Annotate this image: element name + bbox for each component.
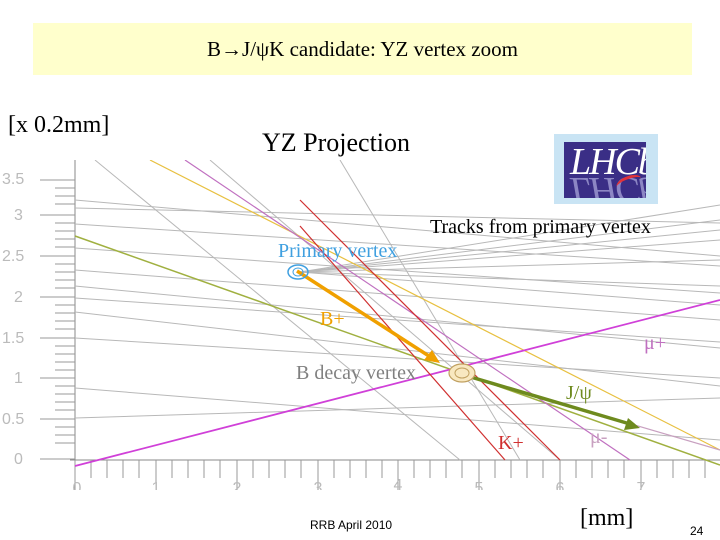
x-tick-label: 7: [637, 480, 646, 490]
grey-track: [94, 159, 461, 461]
footer-text: RRB April 2010: [310, 518, 393, 532]
x-tick-label: 1: [152, 480, 161, 490]
lhcb-logo: LHCb LHCb: [554, 134, 658, 204]
b-decay-vertex-ellipse-inner: [454, 367, 470, 379]
b-plus-arrow: [296, 269, 433, 360]
b-decay-vertex-label: B decay vertex: [296, 362, 416, 384]
x-tick-label: 2: [233, 480, 242, 490]
y-minor-ticks: [40, 179, 75, 460]
event-display-svg: 3.5 3 2.5 2 1.5 1 0.5 0: [2, 159, 720, 497]
mu-minus-label: μ-: [590, 426, 608, 448]
b-decay-vertex-ellipse: [448, 363, 476, 383]
lhcb-logo-text: LHCb: [570, 142, 646, 183]
lhcb-logo-panel: LHCb LHCb: [564, 142, 646, 198]
kaon-track: [299, 199, 561, 461]
unit-label: [mm]: [580, 505, 634, 531]
primary-vertex-ellipse: [287, 264, 309, 280]
x-tick-label: 6: [556, 480, 565, 490]
grey-track: [299, 204, 720, 273]
muon-plus-track: [184, 159, 631, 461]
title-banner: B→J/ψK candidate: YZ vertex zoom: [33, 23, 692, 75]
y-tick-label: 1: [14, 370, 23, 387]
event-display-plot: 3.5 3 2.5 2 1.5 1 0.5 0: [0, 159, 720, 497]
grey-track: [74, 199, 720, 257]
grey-track: [299, 271, 720, 287]
grey-track: [74, 207, 720, 224]
x-axis: 0 1 2 3 4 5 6 7: [70, 459, 720, 497]
grey-track: [299, 229, 720, 273]
grey-track: [299, 219, 720, 273]
y-tick-label: 0: [14, 451, 23, 468]
grey-track: [209, 159, 561, 461]
k-plus-label: K+: [498, 432, 524, 454]
y-tick-label: 2: [14, 289, 23, 306]
page-number: 24: [690, 524, 704, 538]
olive-track: [74, 235, 720, 466]
jpsi-arrowhead: [624, 418, 640, 430]
x-tick-label: 3: [314, 480, 323, 490]
grey-track: [74, 269, 720, 321]
mu-plus-label: μ+: [644, 332, 667, 354]
x-tick-labels: 0 1 2 3 4 5 6 7: [73, 477, 646, 497]
grey-track: [74, 387, 720, 441]
grey-track: [74, 311, 720, 387]
grey-track: [74, 247, 720, 294]
jpsi-arrow: [463, 373, 631, 426]
jpsi-label: J/ψ: [566, 382, 592, 404]
yellow-track: [149, 159, 720, 451]
y-tick-label: 3: [14, 207, 23, 224]
grey-track: [299, 239, 720, 273]
grey-track: [339, 159, 521, 461]
b-plus-label: B+: [320, 308, 345, 330]
primary-vertex-label: Primary vertex: [278, 240, 398, 262]
grey-track: [74, 285, 720, 349]
slide-title: B→J/ψK candidate: YZ vertex zoom: [207, 37, 518, 61]
grey-track: [74, 297, 720, 343]
projection-label: YZ Projection: [262, 128, 411, 157]
grey-track: [74, 397, 720, 419]
magenta-track: [74, 299, 720, 467]
grey-track: [74, 337, 720, 379]
scale-label: [x 0.2mm]: [8, 112, 110, 138]
y-axis: 3.5 3 2.5 2 1.5 1 0.5 0: [2, 160, 76, 468]
x-tick-label: 5: [475, 480, 484, 490]
y-tick-label: 3.5: [2, 171, 24, 188]
primary-vertex-ellipse-inner: [292, 267, 304, 277]
grey-track: [74, 223, 720, 267]
tracks-from-pv-label: Tracks from primary vertex: [430, 216, 651, 238]
grey-tracks: [74, 159, 720, 461]
x-tick-label: 4: [394, 477, 403, 490]
grey-track: [299, 271, 720, 306]
b-plus-arrowhead: [424, 350, 440, 363]
y-tick-labels: 3.5 3 2.5 2 1.5 1 0.5 0: [2, 171, 24, 468]
y-tick-label: 0.5: [2, 411, 24, 428]
y-tick-label: 1.5: [2, 330, 24, 347]
y-tick-label: 2.5: [2, 248, 24, 265]
kaon-track-2: [299, 225, 506, 461]
x-tick-label: 0: [73, 480, 82, 490]
x-minor-ticks: [74, 460, 706, 495]
